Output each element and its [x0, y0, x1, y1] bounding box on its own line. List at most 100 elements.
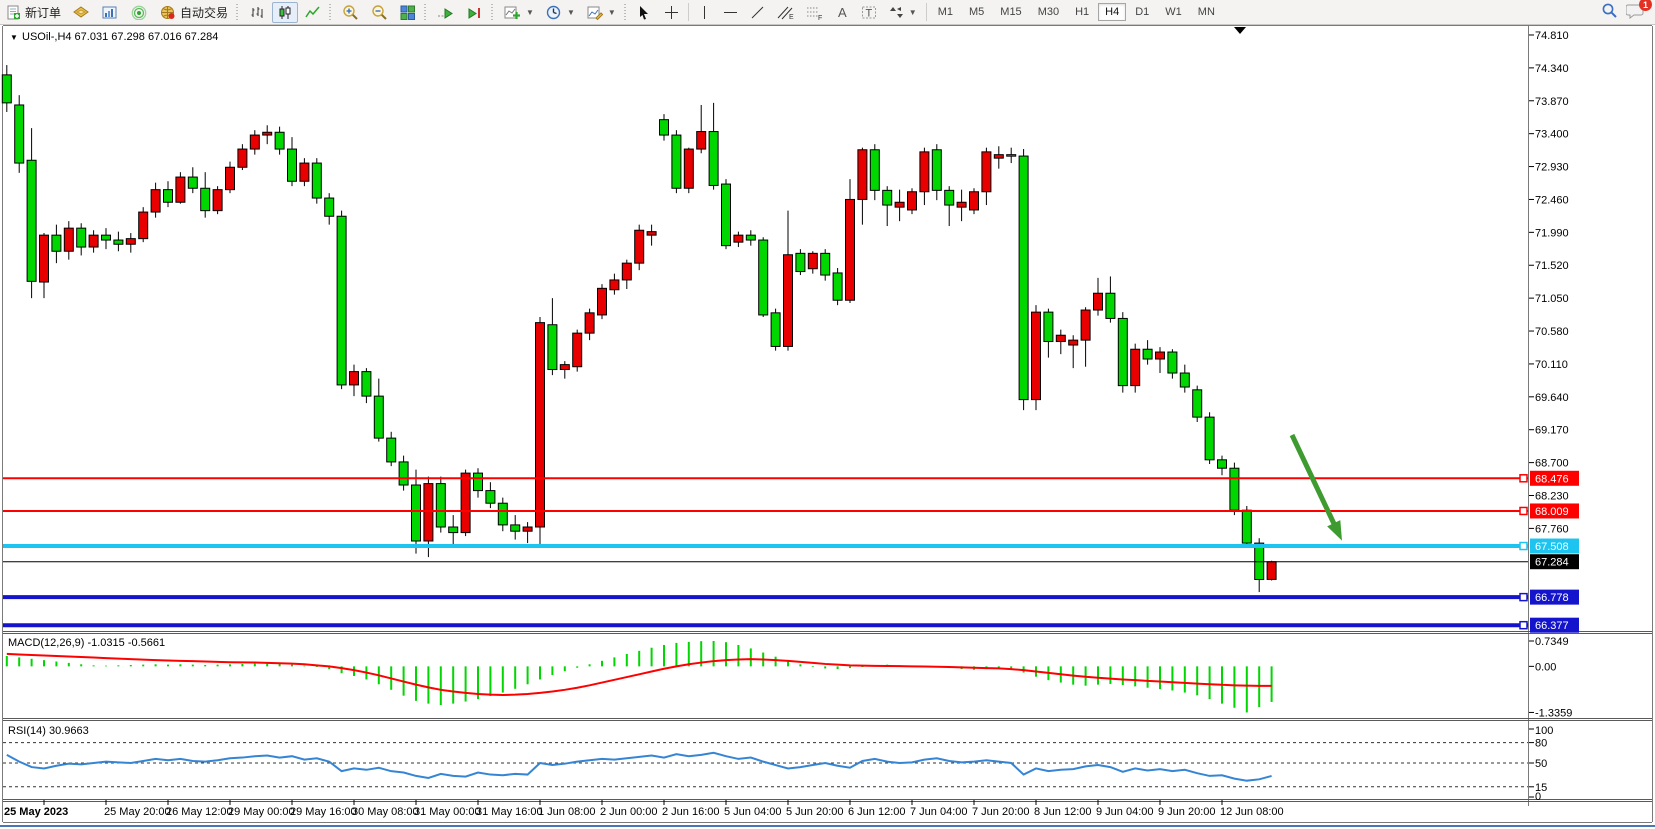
svg-text:15: 15 — [1535, 782, 1547, 794]
line-anchor[interactable] — [1519, 506, 1528, 516]
svg-text:7 Jun 04:00: 7 Jun 04:00 — [910, 806, 968, 818]
svg-text:USOil-,H4 67.031 67.298 67.01: USOil-,H4 67.031 67.298 67.016 67.284 — [22, 31, 218, 43]
chart-shift-marker[interactable] — [1234, 27, 1246, 34]
toolbar-right: 1 — [1601, 0, 1652, 22]
timeframe-button-h1[interactable]: H1 — [1075, 6, 1090, 18]
timeframe-button-m15[interactable]: M15 — [1000, 6, 1022, 18]
timeframe-button-mn[interactable]: MN — [1197, 6, 1215, 18]
zoom-in-icon — [342, 4, 359, 20]
channel-button[interactable]: E — [772, 2, 799, 23]
toolbar-grip[interactable] — [236, 4, 242, 20]
cursor-button[interactable] — [632, 2, 657, 23]
zoom-out-button[interactable] — [366, 1, 393, 23]
notifications-button[interactable]: 1 — [1625, 0, 1652, 22]
svg-text:100: 100 — [1535, 725, 1553, 737]
line-anchor[interactable] — [1519, 541, 1528, 551]
text-button[interactable]: A — [830, 2, 854, 23]
toolbar-grip[interactable] — [623, 4, 629, 20]
svg-text:25 May 20:00: 25 May 20:00 — [104, 806, 171, 818]
timeframe-button-m1[interactable]: M1 — [937, 6, 953, 18]
cursor-icon — [637, 5, 652, 20]
horizontal-line-button[interactable] — [718, 2, 743, 23]
toolbar-group-insert: ▼ ▼ ▼ — [498, 0, 622, 24]
toolbar-separator — [925, 3, 927, 21]
timeframe-button-h4[interactable]: H4 — [1098, 3, 1127, 21]
svg-text:2 Jun 16:00: 2 Jun 16:00 — [662, 806, 720, 818]
bar-chart-icon — [249, 5, 265, 20]
toolbar: 新订单 自动交易 — [0, 0, 1655, 25]
toolbar-separator — [687, 3, 689, 21]
svg-text:0.00: 0.00 — [1535, 661, 1556, 673]
notification-badge: 1 — [1639, 0, 1652, 11]
line-anchor[interactable] — [1519, 474, 1528, 483]
terminal-button[interactable] — [97, 2, 124, 23]
chevron-down-icon[interactable]: ▼ — [607, 7, 616, 17]
svg-text:30 May 08:00: 30 May 08:00 — [352, 806, 419, 818]
new-order-button[interactable]: 新订单 — [1, 1, 66, 24]
svg-text:71.520: 71.520 — [1535, 260, 1569, 272]
autotrading-button[interactable]: 自动交易 — [155, 1, 233, 24]
line-chart-button[interactable] — [300, 2, 326, 23]
globe-icon — [160, 5, 176, 20]
trendline-icon — [750, 5, 765, 20]
tile-windows-icon — [400, 5, 416, 20]
svg-text:26 May 12:00: 26 May 12:00 — [166, 806, 233, 818]
svg-text:12 Jun 08:00: 12 Jun 08:00 — [1220, 806, 1284, 818]
signals-button[interactable] — [126, 2, 153, 23]
arrow-annotation[interactable] — [1289, 433, 1342, 541]
line-anchor[interactable] — [1519, 592, 1528, 602]
svg-text:25 May 2023: 25 May 2023 — [4, 806, 68, 818]
auto-scroll-icon — [437, 5, 454, 20]
price-axis: 74.810 74.340 73.870 73.400 72.930 72.460 71.9… — [1529, 30, 1579, 633]
label-button[interactable]: T — [856, 2, 882, 23]
svg-text:9 Jun 04:00: 9 Jun 04:00 — [1096, 806, 1154, 818]
toolbar-group-zoom — [336, 0, 422, 24]
chevron-down-icon[interactable]: ▼ — [908, 7, 917, 17]
toolbar-group-timeframes: M1 M5 M15 M30 H1 H4 D1 W1 MN — [930, 0, 1223, 24]
timeframe-button-m5[interactable]: M5 — [969, 6, 985, 18]
tile-windows-button[interactable] — [395, 2, 421, 23]
indicators-button[interactable]: ▼ — [499, 2, 539, 23]
search-icon[interactable] — [1601, 2, 1618, 22]
svg-text:T: T — [865, 7, 872, 19]
svg-text:69.170: 69.170 — [1535, 425, 1569, 437]
svg-text:9 Jun 20:00: 9 Jun 20:00 — [1158, 806, 1216, 818]
svg-text:73.870: 73.870 — [1535, 96, 1569, 108]
svg-text:0: 0 — [1535, 791, 1541, 803]
chevron-down-icon[interactable]: ▼ — [566, 7, 575, 17]
toolbar-grip[interactable] — [491, 4, 497, 20]
new-order-label: 新订单 — [25, 5, 62, 20]
new-order-icon — [6, 5, 21, 20]
crosshair-button[interactable] — [659, 2, 684, 23]
arrows-button[interactable]: ▼ — [884, 2, 922, 23]
chart-shift-button[interactable] — [461, 2, 488, 23]
svg-text:1 Jun 08:00: 1 Jun 08:00 — [538, 806, 596, 818]
chevron-down-icon[interactable]: ▼ — [526, 7, 534, 17]
svg-text:MACD(12,26,9) -1.0315 -0.5661: MACD(12,26,9) -1.0315 -0.5661 — [8, 637, 165, 649]
toolbar-grip[interactable] — [329, 4, 335, 20]
timeframe-button-d1[interactable]: D1 — [1135, 6, 1150, 18]
candles — [1, 65, 1277, 593]
deposit-button[interactable] — [68, 2, 95, 23]
auto-scroll-button[interactable] — [432, 2, 459, 23]
toolbar-grip[interactable] — [424, 4, 430, 20]
chart-frame — [2, 25, 1653, 823]
trendline-button[interactable] — [745, 2, 770, 23]
fibonacci-button[interactable]: F — [801, 2, 828, 23]
svg-text:2 Jun 00:00: 2 Jun 00:00 — [600, 806, 658, 818]
vertical-line-button[interactable] — [693, 2, 716, 23]
zoom-in-button[interactable] — [337, 1, 364, 23]
svg-text:8 Jun 12:00: 8 Jun 12:00 — [1034, 806, 1092, 818]
periods-button[interactable]: ▼ — [541, 2, 580, 23]
svg-text:31 May 16:00: 31 May 16:00 — [476, 806, 543, 818]
timeframe-button-w1[interactable]: W1 — [1165, 6, 1182, 18]
svg-text:73.400: 73.400 — [1535, 129, 1569, 141]
svg-text:71.990: 71.990 — [1535, 227, 1569, 239]
templates-button[interactable]: ▼ — [582, 2, 621, 23]
line-anchor[interactable] — [1519, 620, 1528, 630]
bar-chart-button[interactable] — [244, 2, 270, 23]
timeframe-button-m30[interactable]: M30 — [1037, 6, 1060, 18]
candlestick-chart-button[interactable] — [272, 1, 299, 23]
